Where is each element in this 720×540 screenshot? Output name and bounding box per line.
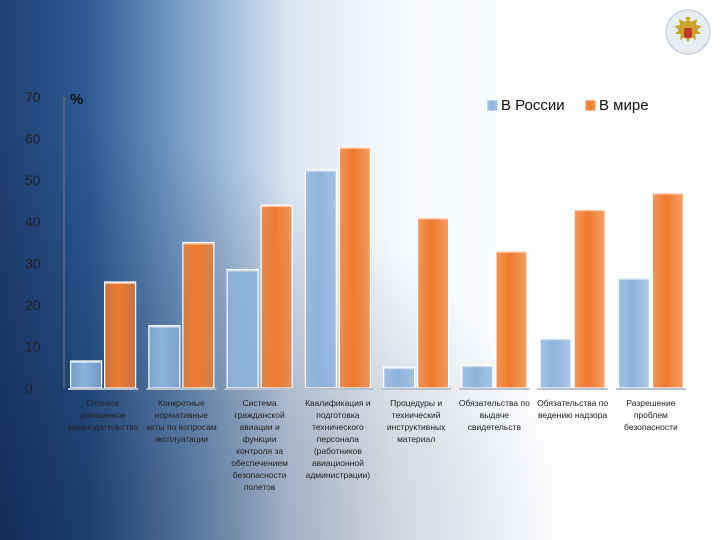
- bar-top-highlight: [340, 146, 370, 149]
- category-label: Квалификация и: [305, 398, 371, 408]
- unit-label: %: [70, 91, 83, 108]
- category-label: эксплуатации: [155, 434, 209, 444]
- bar-top-highlight: [228, 269, 258, 272]
- legend-label: В мире: [599, 97, 649, 114]
- bar-top-highlight: [149, 325, 179, 328]
- bar-top-highlight: [105, 281, 135, 284]
- bar-top-highlight: [575, 209, 605, 212]
- category-label: ведению надзора: [538, 410, 607, 420]
- bar-top-highlight: [262, 205, 292, 208]
- category-label: гражданской: [235, 410, 285, 420]
- category-label: контроля за: [236, 446, 283, 456]
- category-label: Обязательства по: [459, 398, 530, 408]
- category-label: персонала: [317, 434, 360, 444]
- category-label: Процедуры и: [390, 398, 442, 408]
- y-tick-label: 20: [25, 297, 41, 313]
- category-label: свидетельств: [468, 422, 522, 432]
- legend-swatch: [584, 99, 597, 112]
- category-label: авиационной: [312, 458, 364, 468]
- bar-russia: [617, 277, 650, 389]
- category-label: безопасности: [233, 470, 287, 480]
- bar-world: [104, 281, 137, 389]
- category-label: доказанное: [80, 410, 126, 420]
- category-baseline: [302, 388, 373, 390]
- bar-top-highlight: [619, 277, 649, 280]
- bar-top-highlight: [71, 360, 101, 363]
- legend-label: В России: [501, 97, 565, 114]
- category-label: подготовка: [316, 410, 360, 420]
- category-baseline: [459, 388, 530, 390]
- bar-world: [573, 208, 606, 389]
- bar-world: [651, 192, 684, 389]
- bar-world: [182, 241, 215, 389]
- category-label: акты по вопросам: [146, 422, 217, 432]
- bar-russia: [539, 337, 572, 389]
- category-label: законодательство: [68, 422, 139, 432]
- category-label: Отсевое: [86, 398, 120, 408]
- category-label: технический: [392, 410, 441, 420]
- category-baseline: [615, 388, 686, 390]
- category-baseline: [146, 388, 217, 390]
- bar-top-highlight: [306, 169, 336, 172]
- bar-russia: [148, 325, 181, 389]
- bar-russia: [304, 169, 337, 389]
- legend-swatch: [486, 99, 499, 112]
- y-tick-label: 60: [25, 131, 41, 147]
- bar-world: [417, 216, 450, 389]
- category-baseline: [224, 388, 295, 390]
- category-label: функции: [243, 434, 277, 444]
- bar-world: [495, 250, 528, 389]
- category-baseline: [537, 388, 608, 390]
- category-label: обеспечением: [231, 458, 288, 468]
- category-label: Система: [243, 398, 278, 408]
- bar-top-highlight: [653, 192, 683, 195]
- category-label: администрации): [306, 470, 371, 480]
- category-label: Конкретные: [158, 398, 205, 408]
- y-tick-label: 40: [25, 214, 41, 230]
- category-label: технического: [312, 422, 364, 432]
- bar-world: [338, 146, 371, 389]
- bar-russia: [70, 360, 103, 389]
- bar-russia: [383, 366, 416, 389]
- bar-top-highlight: [384, 367, 414, 370]
- category-label: безопасности: [624, 422, 678, 432]
- y-tick-label: 50: [25, 172, 41, 188]
- category-label: материал: [397, 434, 435, 444]
- category-label: Разрешение: [626, 398, 675, 408]
- bar-russia: [461, 364, 494, 389]
- category-label: Обязательства по: [537, 398, 608, 408]
- y-tick-label: 10: [25, 338, 41, 354]
- category-label: проблем: [634, 410, 668, 420]
- bar-top-highlight: [462, 365, 492, 368]
- y-tick-label: 0: [25, 380, 33, 396]
- category-label: нормативные: [155, 410, 208, 420]
- category-label: авиации и: [240, 422, 280, 432]
- y-tick-label: 30: [25, 255, 41, 271]
- eagle-emblem-icon: [664, 8, 712, 56]
- bar-top-highlight: [496, 250, 526, 253]
- bar-top-highlight: [418, 217, 448, 220]
- category-label: полетов: [244, 482, 276, 492]
- bar-top-highlight: [541, 338, 571, 341]
- category-label: выдаче: [480, 410, 510, 420]
- bar-top-highlight: [183, 242, 213, 245]
- y-tick-label: 70: [25, 89, 41, 105]
- category-label: инструктивных: [387, 422, 446, 432]
- category-baseline: [68, 388, 139, 390]
- bar-russia: [226, 268, 259, 389]
- bar-world: [260, 204, 293, 389]
- category-baseline: [381, 388, 452, 390]
- category-label: (работников: [314, 446, 363, 456]
